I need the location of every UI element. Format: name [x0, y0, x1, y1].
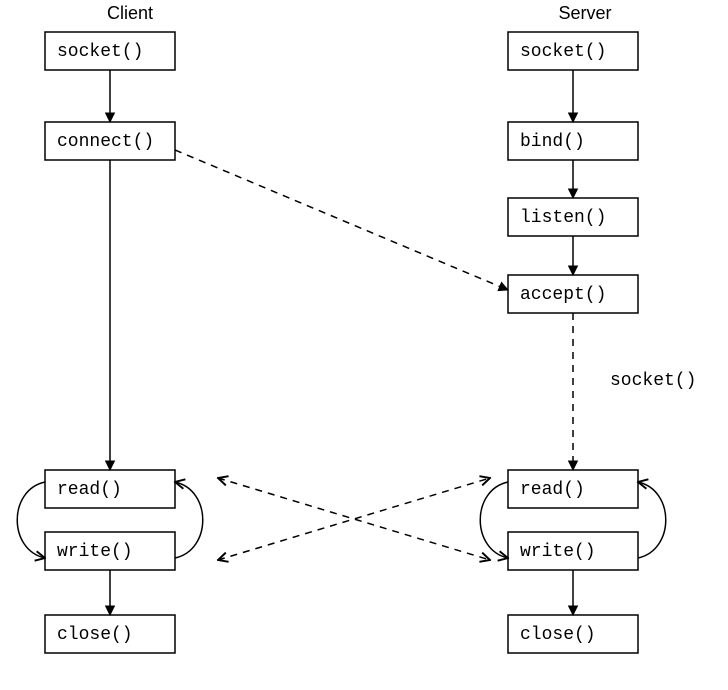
label-new-socket: socket()	[610, 371, 696, 391]
svg-text:read(): read()	[57, 480, 122, 500]
node-c-close: close()	[45, 615, 175, 653]
loop-server-left	[480, 482, 508, 558]
svg-text:listen(): listen()	[520, 208, 606, 228]
node-s-close: close()	[508, 615, 638, 653]
edge-connect-accept	[175, 150, 508, 290]
loop-client-right	[175, 482, 203, 558]
header-server: Server	[558, 3, 611, 23]
svg-text:write(): write()	[520, 542, 596, 562]
header-client: Client	[107, 3, 153, 23]
svg-text:bind(): bind()	[520, 132, 585, 152]
node-c-write: write()	[45, 532, 175, 570]
node-c-socket: socket()	[45, 32, 175, 70]
svg-text:socket(): socket()	[57, 42, 143, 62]
node-c-connect: connect()	[45, 122, 175, 160]
node-s-socket: socket()	[508, 32, 638, 70]
loop-client-left	[17, 482, 45, 558]
node-s-listen: listen()	[508, 198, 638, 236]
svg-text:write(): write()	[57, 542, 133, 562]
socket-flowchart: Client Server socket() connect() read() …	[0, 0, 728, 690]
node-s-write: write()	[508, 532, 638, 570]
svg-text:close(): close()	[57, 625, 133, 645]
svg-text:close(): close()	[520, 625, 596, 645]
node-c-read: read()	[45, 470, 175, 508]
node-s-bind: bind()	[508, 122, 638, 160]
svg-text:read(): read()	[520, 480, 585, 500]
node-s-read: read()	[508, 470, 638, 508]
svg-text:accept(): accept()	[520, 285, 606, 305]
svg-text:connect(): connect()	[57, 132, 154, 152]
loop-server-right	[638, 482, 666, 558]
node-s-accept: accept()	[508, 275, 638, 313]
svg-text:socket(): socket()	[520, 42, 606, 62]
